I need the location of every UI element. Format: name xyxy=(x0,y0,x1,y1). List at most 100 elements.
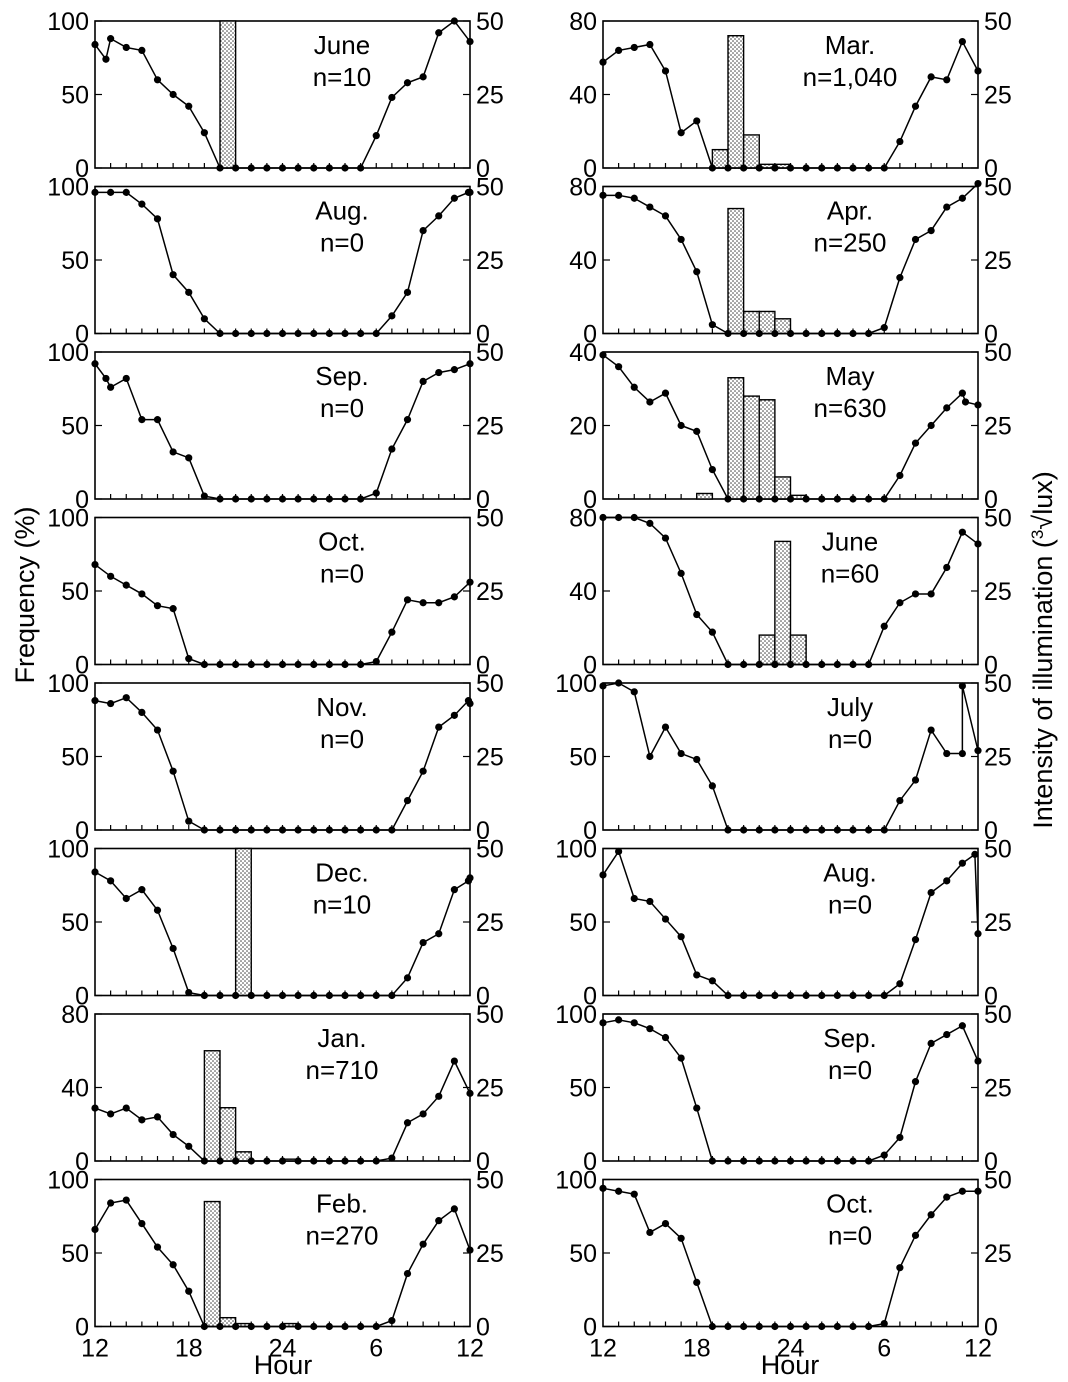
illumination-point xyxy=(357,660,365,669)
illumination-point xyxy=(755,1157,763,1165)
illum-tick-label: 0 xyxy=(984,486,998,514)
illum-tick-label: 50 xyxy=(476,174,504,202)
illumination-point xyxy=(693,427,701,435)
month-label: Apr. xyxy=(827,196,873,226)
illumination-point xyxy=(786,1157,795,1165)
illumination-point xyxy=(865,991,873,1000)
root-sign: √ xyxy=(1028,515,1058,530)
illumination-point xyxy=(466,699,474,708)
freq-tick-label: 40 xyxy=(61,1075,89,1103)
right-axis-label-unit: lux) xyxy=(1028,471,1058,515)
illumination-point xyxy=(943,749,951,758)
illum-tick-label: 25 xyxy=(984,247,1012,275)
illumination-point xyxy=(677,129,685,137)
frequency-bar xyxy=(203,1050,221,1162)
illum-tick-label: 25 xyxy=(476,1075,504,1103)
plot-frame xyxy=(602,1013,979,1162)
illumination-point xyxy=(927,227,935,235)
illumination-point xyxy=(372,1157,380,1165)
illumination-point xyxy=(927,726,935,734)
illum-tick-label: 25 xyxy=(984,909,1012,937)
illumination-point xyxy=(818,495,826,503)
illum-tick-label: 0 xyxy=(476,486,490,514)
illum-tick-label: 25 xyxy=(476,909,504,937)
illumination-point xyxy=(630,688,638,696)
illumination-point xyxy=(450,711,458,719)
illumination-point xyxy=(325,1322,333,1331)
illumination-point xyxy=(865,164,873,172)
illumination-point xyxy=(232,826,240,834)
illum-tick-label: 50 xyxy=(984,174,1012,202)
illumination-point xyxy=(708,977,716,985)
panel-2: 0 40 80 0 25 50 Mar.n=1,040 xyxy=(569,8,1012,183)
illumination-point xyxy=(122,694,130,702)
illum-tick-label: 25 xyxy=(476,578,504,606)
illumination-point xyxy=(403,79,412,87)
illumination-point xyxy=(896,471,904,480)
illumination-point xyxy=(122,1104,130,1112)
x-axis-label-right: Hour xyxy=(761,1350,820,1380)
illumination-point xyxy=(107,699,115,708)
illumination-point xyxy=(403,416,412,424)
illumination-point xyxy=(419,227,427,235)
illum-tick-label: 50 xyxy=(984,339,1012,367)
sample-size-label: n=10 xyxy=(313,890,372,920)
illumination-point xyxy=(185,1142,193,1150)
illumination-point xyxy=(107,1199,115,1207)
illumination-point xyxy=(263,826,271,834)
frequency-bar xyxy=(219,1107,237,1162)
illumination-point xyxy=(708,1322,716,1331)
illumination-point xyxy=(661,534,670,542)
illumination-point xyxy=(896,980,904,988)
freq-tick-label: 50 xyxy=(61,909,89,937)
illum-tick-label: 25 xyxy=(984,578,1012,606)
illumination-point xyxy=(325,660,333,669)
illumination-point xyxy=(200,1157,208,1165)
freq-tick-label: 100 xyxy=(555,1001,597,1029)
freq-tick-label: 80 xyxy=(569,174,597,202)
panel-11: 0 50 100 0 25 50 Dec.n=10 xyxy=(47,836,504,1011)
illumination-point xyxy=(943,877,951,885)
illumination-point xyxy=(310,495,318,503)
illumination-point xyxy=(693,1278,701,1286)
illumination-point xyxy=(466,578,474,586)
illumination-point xyxy=(263,660,271,669)
month-label: Aug. xyxy=(823,858,877,888)
illum-tick-label: 25 xyxy=(476,82,504,110)
plot-frame xyxy=(94,1178,471,1328)
illum-tick-label: 0 xyxy=(476,817,490,845)
right-axis-label-main: Intensity of illumination ( xyxy=(1028,539,1058,829)
illum-tick-label: 0 xyxy=(476,1314,490,1342)
illumination-point xyxy=(294,164,302,172)
illumination-point xyxy=(388,1154,396,1162)
freq-tick-label: 100 xyxy=(47,505,89,533)
illumination-point xyxy=(693,610,701,619)
illumination-point xyxy=(833,329,841,338)
sample-size-label: n=1,040 xyxy=(803,62,898,92)
illumination-point xyxy=(372,489,380,497)
illumination-point xyxy=(771,1157,779,1165)
illumination-point xyxy=(646,752,654,761)
illumination-point xyxy=(802,329,810,338)
freq-tick-label: 50 xyxy=(569,744,597,772)
illumination-point xyxy=(435,1092,443,1100)
freq-tick-label: 20 xyxy=(569,413,597,441)
illumination-point xyxy=(466,188,474,196)
illumination-point xyxy=(138,46,146,55)
illumination-point xyxy=(341,1157,349,1165)
illumination-point xyxy=(974,1187,982,1195)
illumination-point xyxy=(325,826,333,834)
illumination-point xyxy=(403,797,412,805)
illumination-point xyxy=(247,329,255,338)
illumination-point xyxy=(357,1157,365,1165)
illum-tick-label: 0 xyxy=(476,983,490,1011)
illumination-point xyxy=(341,826,349,834)
freq-tick-label: 100 xyxy=(47,339,89,367)
frequency-bar xyxy=(774,540,792,666)
illumination-line xyxy=(94,1199,471,1328)
illumination-point xyxy=(153,416,162,424)
x-tick-label: 12 xyxy=(456,1335,484,1363)
illumination-point xyxy=(403,974,412,982)
illum-tick-label: 50 xyxy=(476,670,504,698)
illumination-point xyxy=(802,1157,810,1165)
